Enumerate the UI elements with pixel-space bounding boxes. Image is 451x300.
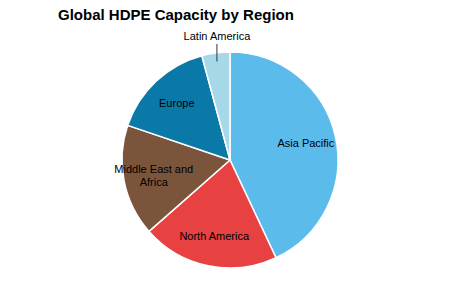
html-text:Global HDPE Capacity by Region: Global HDPE Capacity by Region (58, 6, 294, 23)
svg-text:North America: North America (179, 230, 250, 242)
svg-text:Europe: Europe (159, 97, 194, 109)
svg-text:Latin America: Latin America (184, 30, 252, 42)
svg-text:Asia Pacific: Asia Pacific (277, 137, 334, 149)
svg-text:Middle East andAfrica: Middle East andAfrica (114, 163, 193, 188)
